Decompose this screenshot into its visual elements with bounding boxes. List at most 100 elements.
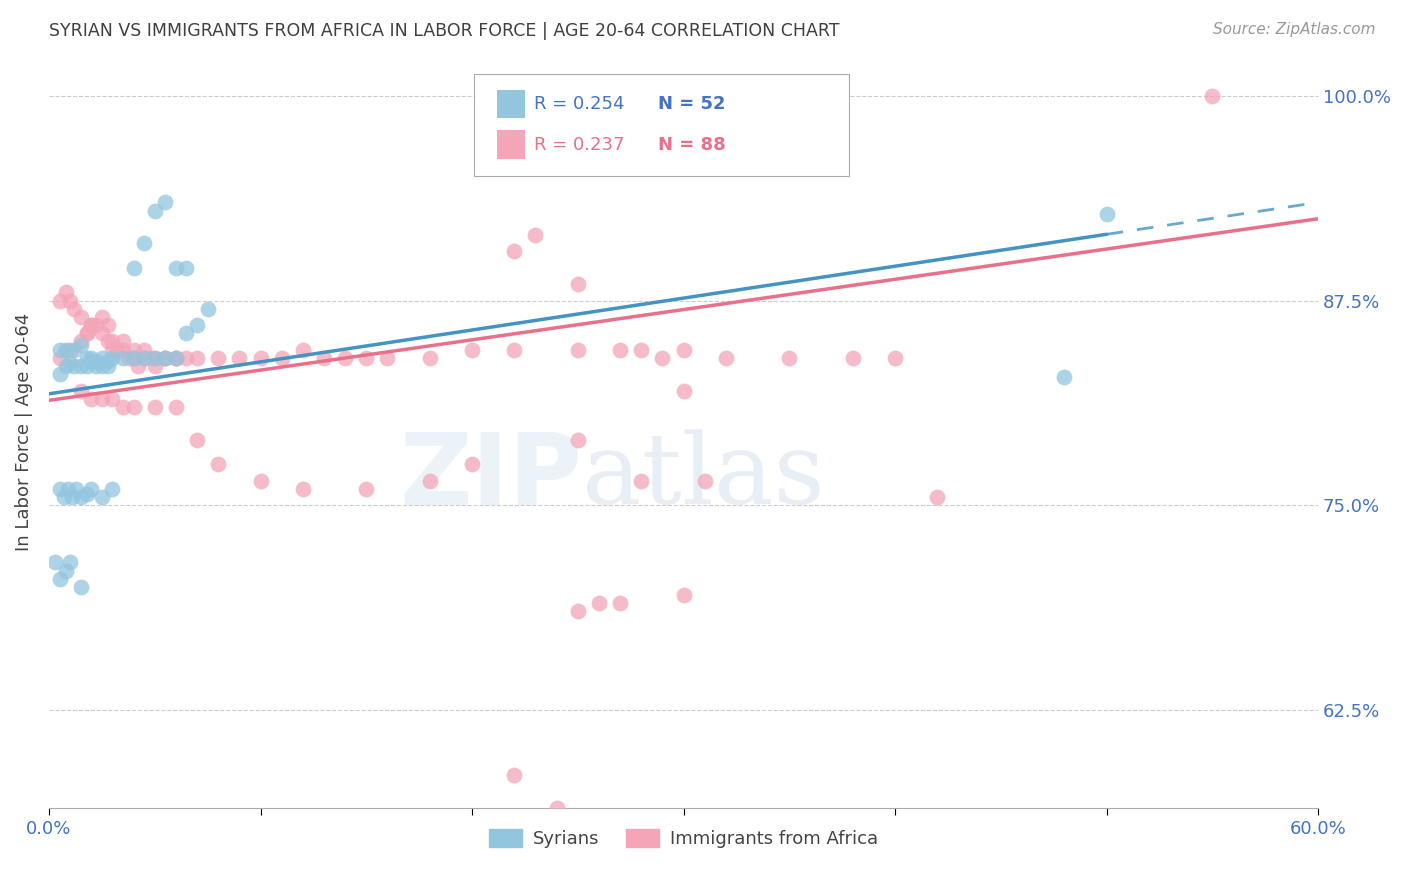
Point: [55, 343, 77, 357]
Point: [48, 482, 70, 496]
Point: [609, 343, 631, 357]
Point: [630, 343, 652, 357]
Point: [155, 195, 177, 210]
Point: [118, 351, 141, 365]
Point: [176, 260, 198, 275]
Point: [228, 351, 250, 365]
Text: R = 0.237: R = 0.237: [534, 136, 624, 153]
Text: ZIP: ZIP: [399, 428, 582, 525]
Point: [84, 354, 107, 368]
Point: [609, 596, 631, 610]
Point: [377, 351, 399, 365]
Point: [69, 580, 91, 594]
Point: [134, 236, 156, 251]
Point: [122, 260, 145, 275]
Point: [59, 356, 82, 370]
Point: [503, 768, 526, 782]
FancyBboxPatch shape: [474, 74, 849, 176]
FancyBboxPatch shape: [496, 130, 524, 159]
Point: [80, 392, 103, 406]
Point: [101, 482, 124, 496]
Point: [143, 351, 166, 365]
Point: [52, 490, 75, 504]
Point: [63, 343, 86, 357]
Text: N = 52: N = 52: [658, 95, 725, 113]
Point: [714, 351, 737, 365]
Point: [48, 572, 70, 586]
Point: [76, 326, 98, 341]
Point: [155, 351, 177, 365]
Text: SYRIAN VS IMMIGRANTS FROM AFRICA IN LABOR FORCE | AGE 20-64 CORRELATION CHART: SYRIAN VS IMMIGRANTS FROM AFRICA IN LABO…: [49, 22, 839, 40]
Point: [567, 343, 589, 357]
Point: [111, 400, 134, 414]
Point: [165, 351, 187, 365]
Point: [76, 326, 98, 341]
Point: [165, 400, 187, 414]
Point: [567, 433, 589, 447]
Point: [176, 326, 198, 341]
Point: [59, 293, 82, 308]
Point: [127, 359, 149, 373]
Point: [55, 359, 77, 373]
Point: [270, 351, 292, 365]
Point: [101, 351, 124, 365]
Point: [69, 310, 91, 324]
Point: [165, 260, 187, 275]
Point: [84, 318, 107, 332]
Point: [56, 482, 79, 496]
Point: [122, 400, 145, 414]
Point: [461, 343, 484, 357]
Point: [55, 564, 77, 578]
Point: [80, 318, 103, 332]
Text: R = 0.254: R = 0.254: [534, 95, 624, 113]
Point: [186, 318, 208, 332]
Point: [48, 351, 70, 365]
Point: [630, 474, 652, 488]
Point: [134, 343, 156, 357]
Point: [419, 351, 441, 365]
FancyBboxPatch shape: [496, 90, 524, 119]
Point: [80, 354, 103, 368]
Point: [1201, 89, 1223, 103]
Point: [503, 244, 526, 259]
Point: [90, 351, 112, 365]
Point: [55, 285, 77, 300]
Point: [312, 351, 335, 365]
Point: [651, 351, 673, 365]
Point: [48, 367, 70, 381]
Point: [97, 334, 120, 349]
Point: [927, 490, 949, 504]
Point: [63, 301, 86, 316]
Point: [291, 482, 314, 496]
Point: [90, 326, 112, 341]
Point: [76, 351, 98, 365]
Point: [80, 351, 103, 365]
Point: [48, 343, 70, 357]
Point: [197, 301, 219, 316]
Point: [165, 351, 187, 365]
Point: [48, 293, 70, 308]
Point: [122, 343, 145, 357]
Point: [63, 359, 86, 373]
Point: [186, 433, 208, 447]
Y-axis label: In Labor Force | Age 20-64: In Labor Force | Age 20-64: [15, 312, 32, 550]
Point: [356, 351, 378, 365]
Text: atlas: atlas: [582, 429, 825, 524]
Point: [111, 334, 134, 349]
Point: [111, 343, 134, 357]
Point: [90, 490, 112, 504]
Point: [44, 555, 66, 569]
Point: [884, 351, 907, 365]
Point: [588, 596, 610, 610]
Point: [139, 351, 162, 365]
Point: [778, 351, 800, 365]
Point: [101, 343, 124, 357]
Point: [165, 351, 187, 365]
Point: [249, 474, 271, 488]
Point: [69, 334, 91, 349]
Point: [842, 351, 865, 365]
Text: N = 88: N = 88: [658, 136, 725, 153]
Point: [134, 351, 156, 365]
Point: [524, 228, 547, 243]
Point: [122, 351, 145, 365]
